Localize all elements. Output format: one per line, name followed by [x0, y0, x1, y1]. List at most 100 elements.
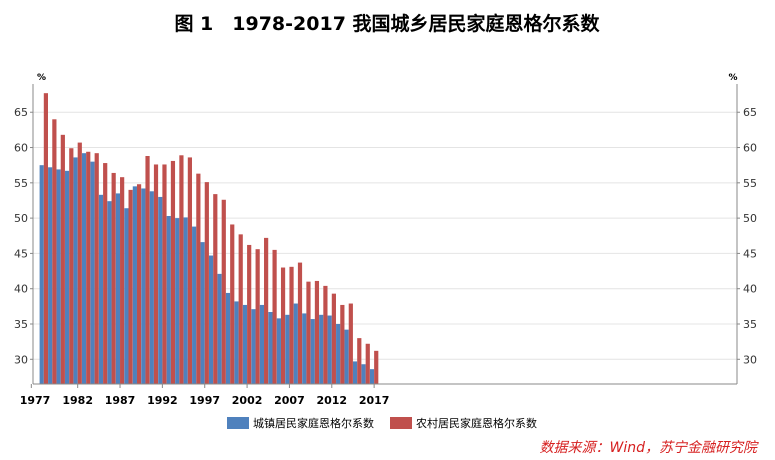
x-tick-label: 2017 — [359, 394, 390, 407]
bar-rural — [238, 234, 243, 384]
x-tick-label: 1997 — [189, 394, 220, 407]
y-tick-label-left: 45 — [14, 247, 28, 260]
bar-urban — [352, 361, 358, 384]
y-tick-label-right: 40 — [743, 283, 757, 296]
bar-urban — [149, 191, 154, 384]
bar-rural — [136, 184, 142, 384]
bar-rural — [297, 262, 303, 384]
bar-urban — [361, 364, 366, 384]
bar-urban — [115, 193, 121, 384]
bar-rural — [323, 285, 328, 384]
bar-urban — [225, 292, 231, 384]
legend-label-rural: 农村居民家庭恩格尔系数 — [416, 416, 537, 430]
right-unit-label: % — [728, 73, 737, 83]
bar-rural — [162, 164, 167, 384]
bar-rural — [365, 343, 370, 384]
bar-rural — [187, 157, 192, 384]
legend: 城镇居民家庭恩格尔系数 农村居民家庭恩格尔系数 — [227, 416, 537, 430]
y-tick-label-left: 60 — [14, 142, 28, 155]
bar-urban — [98, 194, 104, 384]
bar-rural — [289, 266, 294, 384]
bar-urban — [251, 309, 256, 384]
bar-rural — [230, 224, 235, 384]
bar-urban — [259, 304, 265, 384]
legend-swatch-rural — [390, 417, 412, 429]
bar-rural — [153, 164, 159, 384]
bar-rural — [120, 177, 125, 384]
bar-rural — [69, 148, 74, 384]
bar-urban — [158, 196, 163, 384]
bar-urban — [200, 242, 205, 384]
y-tick-label-left: 50 — [14, 212, 28, 225]
bar-urban — [310, 319, 315, 384]
x-tick-label: 2002 — [232, 394, 263, 407]
left-y-ticks: 30 35 40 45 50 55 60 65 — [14, 106, 33, 366]
y-tick-label-right: 55 — [743, 177, 757, 190]
bar-urban — [217, 273, 222, 384]
bar-urban — [276, 318, 281, 384]
bar-urban — [336, 324, 341, 384]
bar-rural — [264, 237, 269, 384]
bar-urban — [65, 170, 70, 384]
bar-urban — [319, 314, 324, 384]
bar-rural — [213, 194, 218, 384]
bar-urban — [302, 313, 307, 384]
y-tick-label-left: 55 — [14, 177, 28, 190]
bar-rural — [314, 280, 320, 384]
x-tick-label: 1987 — [105, 394, 136, 407]
bar-rural — [247, 244, 252, 384]
bar-urban — [183, 217, 188, 384]
bar-rural — [86, 151, 91, 384]
bar-urban — [81, 153, 87, 384]
bar-urban — [369, 369, 375, 384]
bar-rural — [145, 156, 150, 384]
y-tick-label-right: 65 — [743, 106, 757, 119]
bar-urban — [293, 303, 298, 384]
bar-urban — [234, 301, 239, 384]
x-tick-label: 1992 — [147, 394, 178, 407]
bar-urban — [166, 216, 171, 384]
y-tick-label-left: 40 — [14, 283, 28, 296]
bar-rural — [331, 293, 336, 384]
x-tick-label: 2012 — [316, 394, 347, 407]
y-tick-label-right: 45 — [743, 247, 757, 260]
bar-urban — [242, 304, 248, 384]
bar-rural — [111, 172, 116, 384]
bar-rural — [128, 189, 133, 384]
bar-rural — [179, 155, 184, 384]
y-tick-label-right: 50 — [743, 212, 757, 225]
y-tick-label-right: 60 — [743, 142, 757, 155]
bar-urban — [56, 169, 61, 384]
x-tick-label: 1982 — [62, 394, 93, 407]
bar-rural — [374, 350, 379, 384]
chart-title: 图 1 1978-2017 我国城乡居民家庭恩格尔系数 — [174, 12, 600, 35]
y-tick-label-left: 30 — [14, 353, 28, 366]
bar-urban — [73, 157, 78, 384]
bar-urban — [192, 226, 197, 384]
bar-urban — [39, 165, 44, 384]
bar-rural — [272, 249, 277, 384]
bar-urban — [327, 315, 332, 384]
bar-rural — [221, 199, 226, 384]
y-tick-label-right: 35 — [743, 318, 757, 331]
x-tick-label: 1977 — [20, 394, 51, 407]
bar-group — [39, 93, 379, 385]
bar-urban — [285, 314, 290, 384]
bar-rural — [255, 249, 260, 384]
bar-rural — [340, 304, 345, 384]
bar-urban — [209, 255, 214, 384]
bar-urban — [132, 186, 137, 384]
bar-urban — [344, 329, 349, 384]
bar-rural — [60, 134, 65, 384]
bar-rural — [280, 267, 286, 384]
y-tick-label-right: 30 — [743, 353, 757, 366]
x-tick-label: 2007 — [274, 394, 305, 407]
bar-urban — [141, 188, 146, 384]
bar-rural — [52, 119, 57, 384]
right-y-ticks: 30 35 40 45 50 55 60 65 — [737, 106, 757, 366]
y-tick-label-left: 35 — [14, 318, 28, 331]
bar-rural — [306, 281, 311, 384]
bar-rural — [103, 163, 108, 384]
left-unit-label: % — [37, 73, 46, 83]
